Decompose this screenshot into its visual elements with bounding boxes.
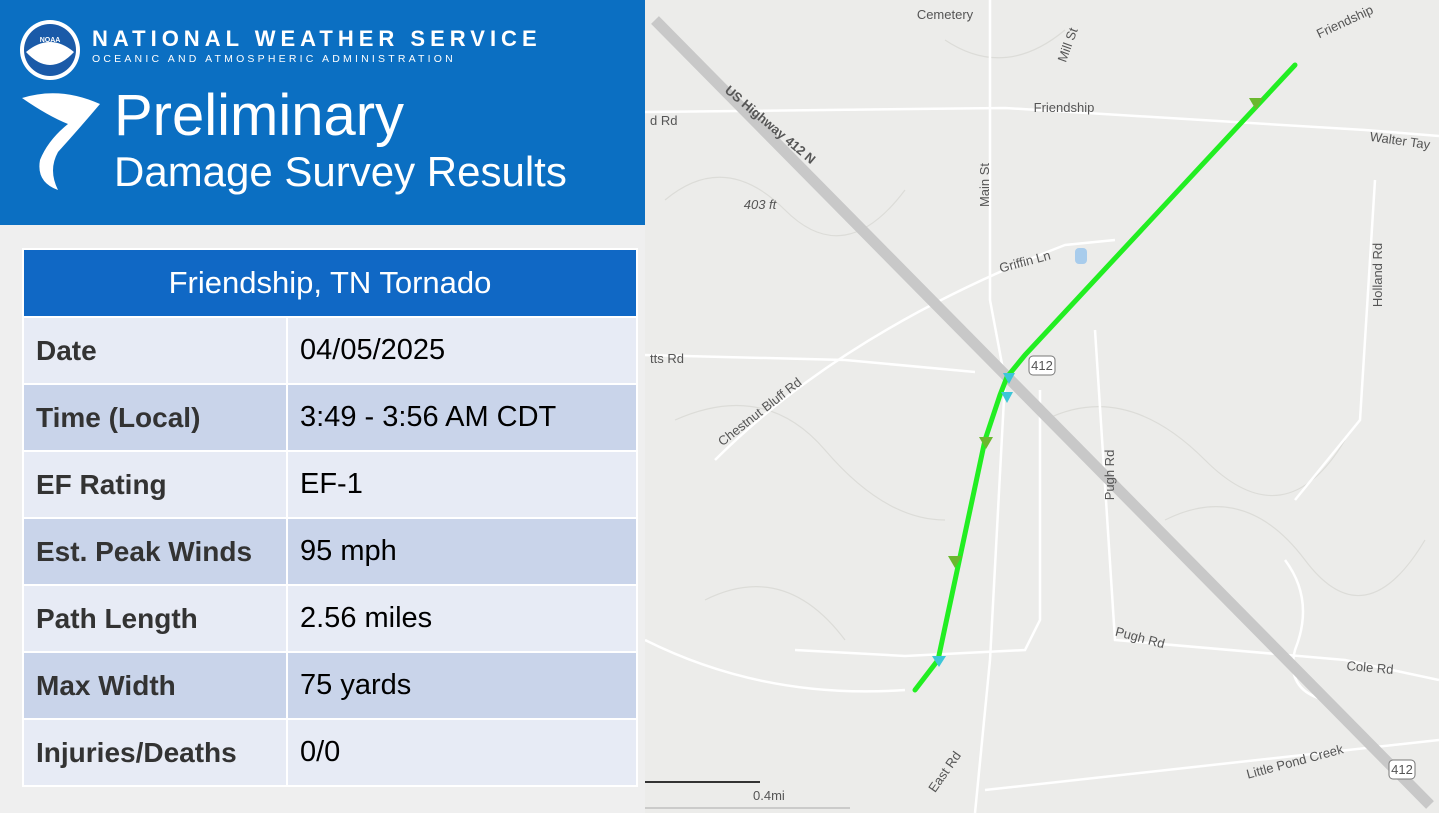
damage-points — [932, 98, 1263, 667]
table-row: Injuries/Deaths 0/0 — [22, 718, 638, 787]
table-title: Friendship, TN Tornado — [22, 248, 638, 318]
info-panel: NOAA NATIONAL WEATHER SERVICE OCEANIC AN… — [0, 0, 645, 813]
map-label: Friendship — [1034, 100, 1095, 115]
row-label: EF Rating — [22, 450, 288, 519]
map-label: Main St — [977, 163, 992, 207]
row-label: Date — [22, 316, 288, 385]
noaa-logo: NOAA — [20, 20, 80, 80]
row-label: Max Width — [22, 651, 288, 720]
table-row: Max Width 75 yards — [22, 651, 638, 720]
row-value: 04/05/2025 — [286, 316, 638, 385]
row-value: 2.56 miles — [286, 584, 638, 653]
row-value: 75 yards — [286, 651, 638, 720]
row-label: Path Length — [22, 584, 288, 653]
row-label: Time (Local) — [22, 383, 288, 452]
table-row: Path Length 2.56 miles — [22, 584, 638, 653]
row-label: Est. Peak Winds — [22, 517, 288, 586]
title: Preliminary — [114, 83, 405, 148]
map-label: Cemetery — [917, 7, 974, 22]
map-label: 412 — [1031, 358, 1053, 373]
row-label: Injuries/Deaths — [22, 718, 288, 787]
table-row: Est. Peak Winds 95 mph — [22, 517, 638, 586]
row-value: 95 mph — [286, 517, 638, 586]
summary-table: Friendship, TN Tornado Date 04/05/2025 Tim… — [22, 248, 638, 787]
row-value: 3:49 - 3:56 AM CDT — [286, 383, 638, 452]
agency: NATIONAL WEATHER SERVICE — [92, 26, 542, 51]
map-label: 412 — [1391, 762, 1413, 777]
subagency: OCEANIC AND ATMOSPHERIC ADMINISTRATION — [92, 53, 456, 65]
map-label: tts Rd — [650, 351, 684, 366]
table-row: Date 04/05/2025 — [22, 316, 638, 385]
subtitle: Damage Survey Results — [114, 148, 567, 195]
header: NOAA NATIONAL WEATHER SERVICE OCEANIC AN… — [0, 0, 645, 225]
route-shield — [1028, 355, 1056, 376]
table-row: Time (Local) 3:49 - 3:56 AM CDT — [22, 383, 638, 452]
logo-text: NOAA — [40, 37, 61, 44]
table-row: EF Rating EF-1 — [22, 450, 638, 519]
row-value: EF-1 — [286, 450, 638, 519]
map-label: Holland Rd — [1370, 243, 1385, 307]
tornado-icon — [22, 93, 100, 190]
map-label: 403 ft — [744, 197, 778, 212]
map-label: Cole Rd — [1346, 658, 1394, 677]
row-value: 0/0 — [286, 718, 638, 787]
map-label: Pugh Rd — [1102, 450, 1117, 501]
map-label: d Rd — [650, 113, 677, 128]
route-shield — [1388, 759, 1416, 780]
scale-label: 0.4mi — [753, 788, 785, 803]
